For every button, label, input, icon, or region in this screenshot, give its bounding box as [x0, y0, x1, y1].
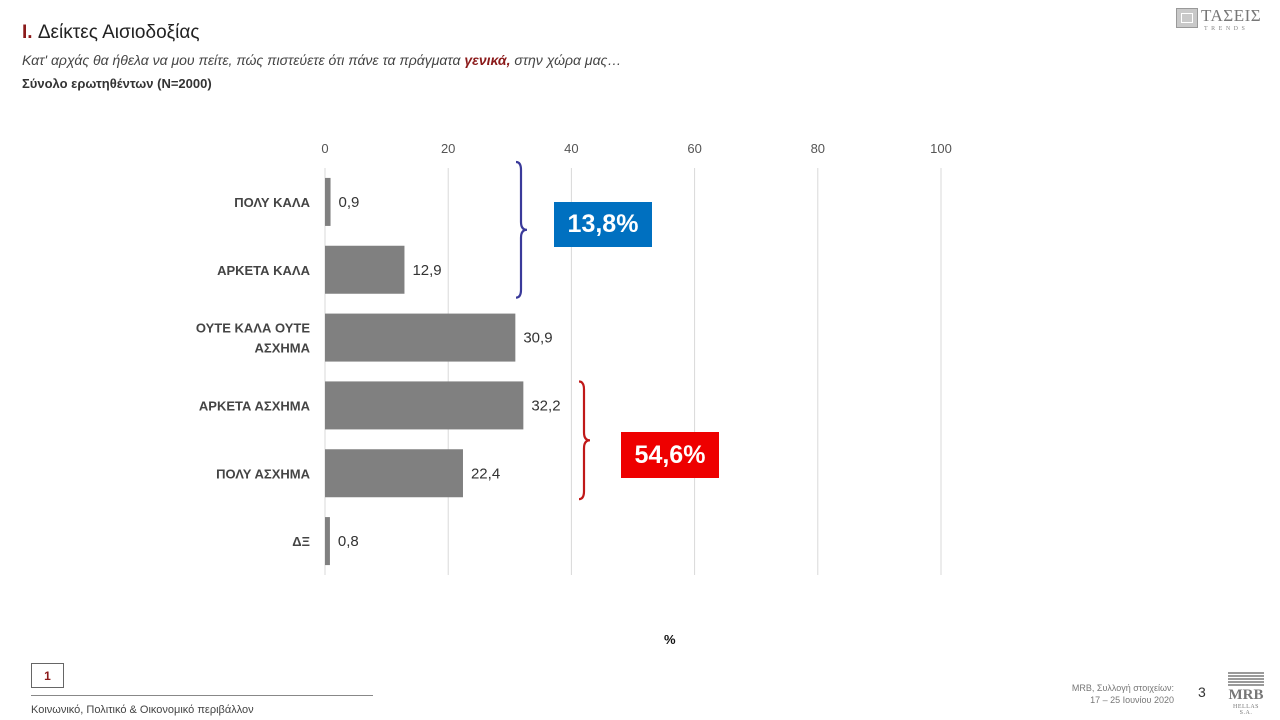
bar-value-label: 30,9 — [523, 330, 552, 347]
logo-subtitle: TRENDS — [1204, 26, 1249, 32]
bar-value-label: 32,2 — [531, 397, 560, 414]
x-tick-label: 40 — [564, 141, 578, 156]
source-line-1: MRB, Συλλογή στοιχείων: — [1071, 683, 1174, 693]
x-tick-label: 60 — [687, 141, 701, 156]
bar-value-label: 0,9 — [339, 194, 360, 211]
tasis-logo: ΤΑΣΕΙΣ TRENDS — [1176, 6, 1268, 32]
source-note: MRB, Συλλογή στοιχείων: 17 – 25 Ιουνίου … — [1040, 682, 1174, 706]
bar — [325, 381, 524, 430]
negative-group-brace — [578, 380, 591, 501]
bar-value-label: 12,9 — [412, 262, 441, 279]
mrb-logo-sub: HELLAS S.A. — [1233, 704, 1259, 716]
section-name: Κοινωνικό, Πολιτικό & Οικονομικό περιβάλ… — [31, 704, 254, 716]
positive-group-brace — [515, 160, 528, 299]
question-text-emphasis: γενικά, — [464, 52, 511, 68]
page-title: I. Δείκτες Αισιοδοξίας — [22, 22, 200, 44]
category-label: ΠΟΛΥ ΚΑΛΑ — [234, 195, 310, 210]
logo-stripes-icon — [1228, 672, 1264, 687]
bar-value-label: 0,8 — [338, 533, 359, 550]
x-axis-label: % — [664, 632, 676, 647]
question-text: Κατ' αρχάς θα ήθελα να μου πείτε, πώς πι… — [22, 52, 621, 68]
footer-divider — [31, 695, 373, 696]
x-tick-label: 20 — [441, 141, 455, 156]
bar — [325, 177, 331, 226]
bar-value-label: 22,4 — [471, 465, 500, 482]
category-label: ΔΞ — [292, 534, 310, 549]
question-text-start: Κατ' αρχάς θα ήθελα να μου πείτε, πώς πι… — [22, 52, 465, 68]
logo-square-icon — [1176, 8, 1198, 28]
question-text-end: στην χώρα μας… — [510, 52, 622, 68]
page-number: 3 — [1198, 684, 1206, 700]
bar — [325, 449, 463, 498]
bar — [325, 313, 516, 362]
title-number: I. — [22, 22, 33, 43]
bar — [325, 517, 330, 566]
section-badge: 1 — [31, 663, 64, 688]
title-text: Δείκτες Αισιοδοξίας — [37, 22, 200, 43]
bar — [325, 245, 405, 294]
x-tick-label: 80 — [811, 141, 825, 156]
source-line-2: 17 – 25 Ιουνίου 2020 — [1090, 695, 1174, 705]
negative-total-badge: 54,6% — [621, 432, 719, 478]
category-label: ΑΡΚΕΤΑ ΑΣΧΗΜΑ — [199, 398, 311, 413]
sample-base: Σύνολο ερωτηθέντων (N=2000) — [22, 76, 212, 91]
category-label: ΑΡΚΕΤΑ ΚΑΛΑ — [217, 263, 311, 278]
mrb-logo: MRB HELLAS S.A. — [1226, 672, 1266, 716]
category-label: ΟΥΤΕ ΚΑΛΑ ΟΥΤΕ ΑΣΧΗΜΑ — [196, 321, 311, 356]
mrb-logo-text: MRB — [1228, 687, 1264, 703]
x-tick-label: 0 — [321, 141, 328, 156]
logo-name: ΤΑΣΕΙΣ — [1201, 6, 1262, 25]
x-tick-label: 100 — [930, 141, 952, 156]
category-label: ΠΟΛΥ ΑΣΧΗΜΑ — [216, 466, 311, 481]
positive-total-badge: 13,8% — [554, 202, 652, 247]
